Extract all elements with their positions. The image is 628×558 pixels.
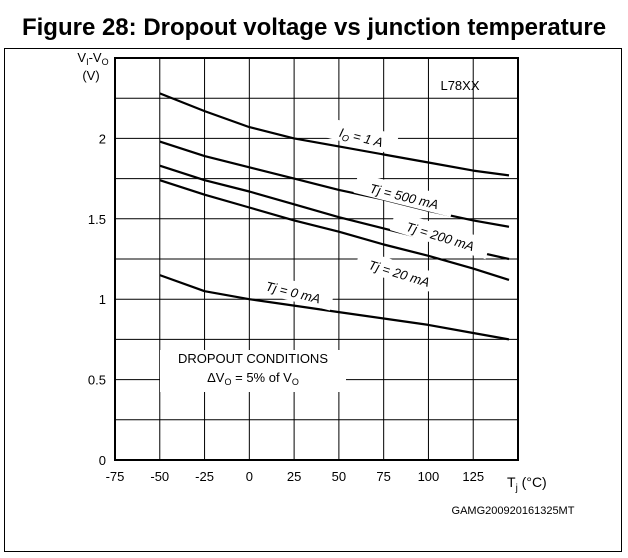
y-axis-unit: (V) — [82, 68, 99, 83]
x-tick-label: 25 — [287, 469, 301, 484]
y-axis-label: VI-VO — [77, 50, 108, 67]
plot-area — [114, 57, 519, 461]
x-tick-label: -50 — [150, 469, 169, 484]
grid — [115, 58, 518, 460]
device-label: L78XX — [440, 78, 479, 93]
conditions-line-2: ΔVO = 5% of VO — [207, 370, 299, 387]
series-line-4 — [159, 274, 510, 341]
y-tick-label: 0 — [99, 453, 106, 468]
y-tick-label: 1 — [99, 292, 106, 307]
x-tick-label: 100 — [418, 469, 440, 484]
label-tj-200ma-text: Tj = 200 mA — [404, 219, 476, 254]
x-tick-label: 50 — [332, 469, 346, 484]
figure-code: GAMG200920161325MT — [452, 505, 575, 517]
conditions-background — [160, 350, 346, 392]
series-line-1 — [159, 140, 510, 228]
series-line-0 — [159, 92, 510, 177]
y-tick-label: 0.5 — [88, 373, 106, 388]
figure-frame — [4, 48, 622, 552]
figure-title: Figure 28: Dropout voltage vs junction t… — [21, 14, 607, 41]
label-tj-500ma: Tj = 500 mA — [353, 173, 456, 217]
x-tick-label: 125 — [462, 469, 484, 484]
x-axis-label: Tj (°C) — [507, 474, 547, 494]
series-line-3 — [159, 179, 510, 281]
y-tick-label: 2 — [99, 131, 106, 146]
ticks-layer: -75 -50 -25 0 25 50 75 100 125 0 0.5 1 1.5 2 — [88, 131, 484, 484]
series-layer — [159, 92, 510, 341]
x-tick-label: 0 — [246, 469, 253, 484]
y-tick-label: 1.5 — [88, 212, 106, 227]
label-tj-200ma: Tj = 200 mA — [389, 210, 492, 260]
x-tick-label: -75 — [106, 469, 125, 484]
x-tick-label: -25 — [195, 469, 214, 484]
x-tick-label: 75 — [376, 469, 390, 484]
conditions-line-1: DROPOUT CONDITIONS — [178, 351, 328, 366]
